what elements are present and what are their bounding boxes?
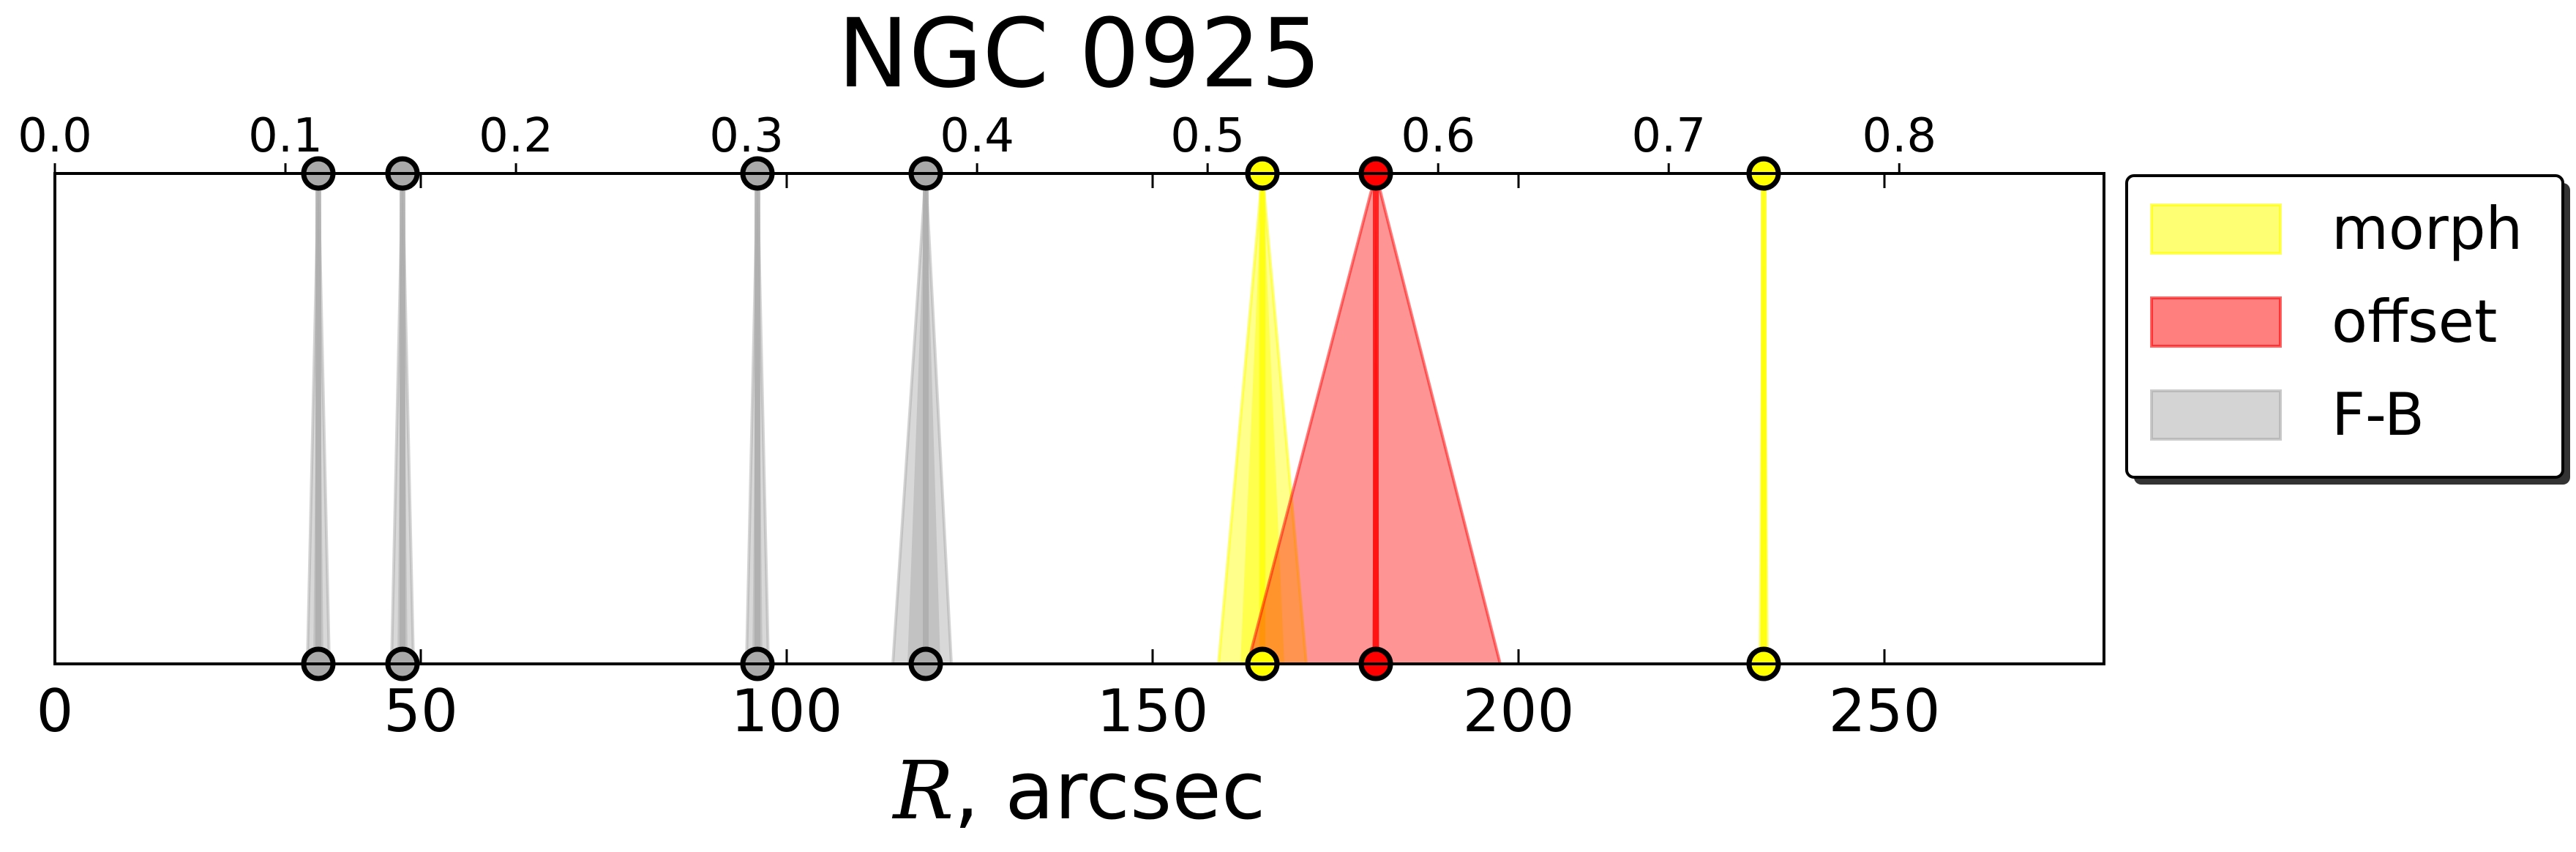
peak-morph — [1758, 173, 1770, 664]
bottom-tick-label: 0 — [37, 677, 74, 745]
bottom-axis: 0 50 100 150 200 250 — [37, 173, 1941, 745]
peak-F-B — [389, 173, 416, 664]
peak-offset — [1246, 173, 1502, 664]
plot-frame — [53, 172, 2105, 665]
bottom-tick-label: 50 — [383, 677, 458, 745]
top-tick-label: 0.1 — [248, 109, 323, 163]
top-tick-label: 0.2 — [479, 109, 553, 163]
bottom-tick-label: 100 — [731, 677, 843, 745]
legend-label: offset — [2332, 288, 2497, 356]
legend-label: morph — [2332, 195, 2523, 263]
chart-title: NGC 0925 — [838, 0, 1322, 109]
marker-layer — [301, 156, 1781, 681]
top-tick-label: 0.3 — [709, 109, 784, 163]
top-tick-label: 0.6 — [1401, 109, 1475, 163]
bottom-tick-label: 250 — [1829, 677, 1941, 745]
legend-swatch — [2150, 203, 2282, 255]
bottom-tick-label: 150 — [1097, 677, 1209, 745]
peak-area-outer — [891, 173, 954, 664]
legend-label: F-B — [2332, 381, 2425, 449]
legend-swatch — [2150, 389, 2282, 441]
bottom-tick-label: 200 — [1463, 677, 1575, 745]
top-tick-label: 0.0 — [18, 109, 92, 163]
x-axis-label-symbol: R — [892, 744, 954, 837]
top-tick-label: 0.7 — [1631, 109, 1706, 163]
x-axis-label-unit: , arcsec — [954, 744, 1265, 837]
top-tick-label: 0.4 — [940, 109, 1014, 163]
series-layer — [305, 173, 1770, 664]
top-axis: 0.0 0.1 0.2 0.3 0.4 0.5 0.6 0.7 0.8 — [18, 109, 1936, 173]
peak-F-B — [744, 173, 771, 664]
peak-F-B — [305, 173, 332, 664]
legend: morph offset F-B — [2125, 174, 2570, 485]
plot-area — [301, 156, 1781, 681]
peak-morph — [1216, 173, 1308, 664]
legend-swatch — [2150, 296, 2282, 348]
top-tick-label: 0.5 — [1170, 109, 1245, 163]
top-tick-label: 0.8 — [1862, 109, 1936, 163]
x-axis-label: R, arcsec — [892, 744, 1266, 837]
peak-F-B — [891, 173, 954, 664]
